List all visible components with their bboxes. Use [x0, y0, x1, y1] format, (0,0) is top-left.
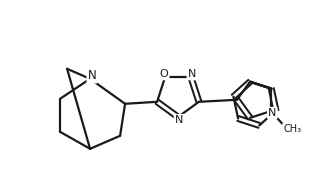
Text: N: N: [88, 69, 96, 82]
Text: N: N: [268, 108, 276, 118]
Text: CH₃: CH₃: [283, 124, 301, 134]
Text: N: N: [188, 69, 196, 79]
Text: N: N: [175, 115, 183, 125]
Text: O: O: [160, 69, 168, 79]
